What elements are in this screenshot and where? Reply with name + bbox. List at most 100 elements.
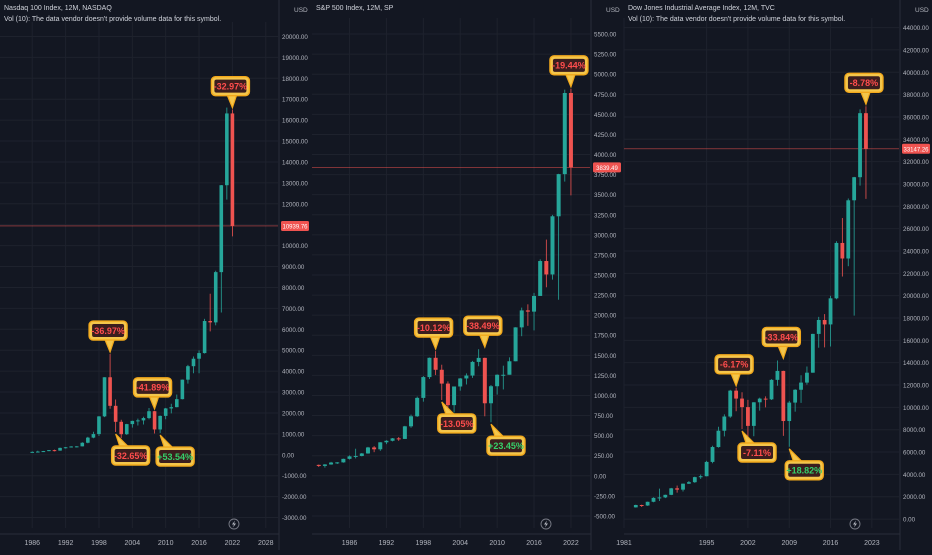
callout-inner	[92, 324, 125, 338]
panel-3-title: Dow Jones Industrial Average Index, 12M,…	[628, 5, 775, 12]
callout-down: -7.11%	[737, 430, 777, 463]
x-tick-label: 2016	[191, 540, 207, 547]
x-tick-label: 2010	[489, 540, 505, 547]
callout-label: -10.12%	[417, 323, 451, 333]
y-tick-label: 3000.00	[594, 232, 617, 239]
y-tick-label: 2500.00	[594, 273, 617, 280]
candle-2021	[225, 107, 229, 200]
y-tick-label: 18000.00	[903, 316, 929, 323]
candle-1995	[704, 460, 709, 477]
candle-2022	[864, 106, 868, 199]
candle-body	[810, 333, 815, 373]
candle-body	[645, 501, 650, 506]
x-tick-label: 1981	[616, 540, 632, 547]
y-tick-label: 15000.00	[282, 139, 308, 146]
candle-1986	[347, 455, 352, 460]
candle-body	[488, 386, 493, 404]
y-tick-label: 20000.00	[903, 293, 929, 300]
candle-1986	[30, 451, 35, 453]
callout-down: -38.49%	[463, 315, 503, 349]
y-tick-label: -2000.00	[282, 494, 307, 501]
candle-body	[213, 272, 218, 323]
candle-body	[864, 113, 868, 149]
callout-down: -19.44%	[549, 55, 589, 89]
candle-2016	[828, 295, 833, 347]
candle-body	[322, 464, 327, 466]
candle-2006	[141, 416, 146, 425]
x-tick-label: 2004	[452, 540, 468, 547]
callout-pointer	[741, 430, 755, 444]
y-tick-label: 2000.00	[903, 494, 926, 501]
candle-2010	[793, 389, 798, 412]
callout-label: -32.97%	[214, 81, 248, 91]
candle-body	[186, 366, 190, 380]
y-tick-label: 14000.00	[282, 159, 308, 166]
y-tick-label: -250.00	[594, 493, 616, 500]
candle-2010	[163, 407, 168, 420]
candle-2001	[439, 364, 444, 400]
candle-body	[225, 113, 229, 186]
candle-2013	[513, 327, 518, 362]
candle-2012	[805, 366, 809, 385]
callout-down: -36.97%	[88, 320, 128, 354]
candle-body	[538, 261, 543, 296]
x-tick-label: 2016	[823, 540, 839, 547]
candle-body	[208, 321, 212, 323]
candle-2018	[840, 218, 845, 277]
y-tick-label: 750.00	[594, 413, 613, 420]
callout-pointer	[430, 336, 441, 351]
candle-body	[513, 327, 518, 362]
candle-body	[501, 374, 506, 376]
callout-pointer	[479, 334, 490, 349]
y-tick-label: 8000.00	[903, 427, 926, 434]
callout-label: -36.97%	[91, 326, 125, 336]
last-price-value: 10939.76	[282, 224, 308, 230]
candle-body	[378, 442, 383, 450]
y-tick-label: 44000.00	[903, 25, 929, 32]
y-tick-label: 4000.00	[594, 152, 617, 159]
callout-label: -32.65%	[114, 451, 148, 461]
candle-body	[47, 450, 51, 452]
candle-body	[805, 372, 809, 383]
candle-2007	[775, 360, 780, 386]
candle-1983	[633, 504, 638, 508]
candle-body	[191, 358, 196, 367]
currency-label: USD	[606, 7, 620, 14]
candle-2011	[169, 403, 174, 414]
y-tick-label: 4000.00	[282, 369, 305, 376]
candle-2019	[550, 214, 555, 280]
x-tick-label: 1995	[699, 540, 715, 547]
y-tick-label: 1000.00	[282, 431, 305, 438]
x-tick-label: 2002	[740, 540, 756, 547]
candle-body	[525, 310, 530, 312]
candle-1999	[728, 389, 733, 418]
candle-2001	[113, 399, 118, 432]
candle-body	[390, 438, 395, 441]
y-tick-label: 38000.00	[903, 92, 929, 99]
panel-2-title: S&P 500 Index, 12M, SP	[316, 5, 394, 12]
candle-2002	[746, 399, 750, 439]
candle-2016	[197, 350, 201, 374]
y-tick-label: 18000.00	[282, 76, 308, 83]
candle-body	[421, 377, 426, 398]
candle-2000	[734, 387, 739, 412]
y-tick-label: 1500.00	[594, 353, 617, 360]
candle-2017	[538, 259, 543, 296]
callout-up: +53.54%	[155, 434, 195, 467]
candle-body	[102, 377, 107, 417]
candle-2009	[787, 400, 792, 447]
candle-body	[775, 370, 780, 380]
lightning-icon	[540, 518, 552, 530]
last-price-badge	[281, 220, 309, 231]
x-tick-label: 1992	[379, 540, 395, 547]
x-tick-label: 2010	[158, 540, 174, 547]
y-tick-label: 8000.00	[282, 285, 305, 292]
candle-1988	[359, 452, 364, 457]
y-tick-label: 5250.00	[594, 52, 617, 59]
candle-1987	[36, 450, 40, 453]
candle-2005	[464, 373, 469, 385]
callout-pointer	[860, 92, 871, 107]
y-tick-label: 10000.00	[282, 243, 308, 250]
callout-inner	[489, 439, 522, 453]
